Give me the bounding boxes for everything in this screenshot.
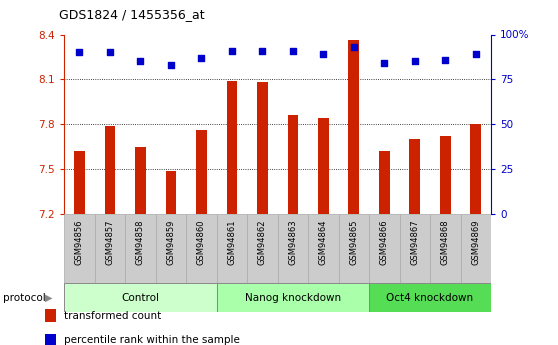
Bar [217, 283, 369, 312]
Bar [339, 214, 369, 283]
Text: transformed count: transformed count [64, 311, 161, 321]
Bar [45, 334, 56, 345]
Bar [257, 82, 268, 214]
Text: GSM94860: GSM94860 [197, 219, 206, 265]
Bar [135, 147, 146, 214]
Bar [156, 214, 186, 283]
Bar [64, 214, 95, 283]
Text: GSM94856: GSM94856 [75, 219, 84, 265]
Bar [460, 214, 491, 283]
Bar [369, 214, 400, 283]
Bar [64, 283, 217, 312]
Bar [369, 283, 491, 312]
Bar [247, 214, 277, 283]
Text: GSM94868: GSM94868 [441, 219, 450, 265]
Bar [440, 136, 451, 214]
Text: GSM94864: GSM94864 [319, 219, 328, 265]
Point [441, 57, 450, 62]
Point [380, 60, 389, 66]
Bar [470, 124, 481, 214]
Text: GSM94865: GSM94865 [349, 219, 358, 265]
Bar [186, 214, 217, 283]
Point [105, 50, 114, 55]
Text: GSM94857: GSM94857 [105, 219, 114, 265]
Bar [196, 130, 206, 214]
Text: percentile rank within the sample: percentile rank within the sample [64, 335, 239, 345]
Bar [349, 40, 359, 214]
Text: GSM94862: GSM94862 [258, 219, 267, 265]
Text: GSM94869: GSM94869 [472, 219, 480, 265]
Point [197, 55, 206, 61]
Text: GSM94866: GSM94866 [380, 219, 389, 265]
Text: GDS1824 / 1455356_at: GDS1824 / 1455356_at [59, 8, 204, 21]
Point [288, 48, 297, 53]
Bar [166, 170, 176, 214]
Bar [74, 151, 85, 214]
Text: Nanog knockdown: Nanog knockdown [245, 293, 341, 303]
Point [410, 59, 419, 64]
Bar [379, 151, 389, 214]
Bar [95, 214, 125, 283]
Bar [217, 214, 247, 283]
Point [166, 62, 175, 68]
Bar [287, 115, 298, 214]
Point [75, 50, 84, 55]
Bar [400, 214, 430, 283]
Bar [278, 214, 308, 283]
Point [349, 44, 358, 50]
Point [136, 59, 145, 64]
Text: Oct4 knockdown: Oct4 knockdown [387, 293, 474, 303]
Bar [308, 214, 339, 283]
Point [319, 51, 328, 57]
Text: GSM94863: GSM94863 [288, 219, 297, 265]
Text: ▶: ▶ [45, 293, 52, 303]
Bar [104, 126, 116, 214]
Bar [125, 214, 156, 283]
Point [258, 48, 267, 53]
Text: GSM94858: GSM94858 [136, 219, 145, 265]
Point [228, 48, 237, 53]
Bar [430, 214, 460, 283]
Text: GSM94859: GSM94859 [166, 219, 175, 265]
Text: Control: Control [122, 293, 160, 303]
Bar [318, 118, 329, 214]
Text: GSM94867: GSM94867 [410, 219, 419, 265]
Point [472, 51, 480, 57]
Bar [410, 139, 420, 214]
Text: GSM94861: GSM94861 [227, 219, 237, 265]
Text: protocol: protocol [3, 293, 46, 303]
Bar [45, 309, 56, 322]
Bar [227, 81, 237, 214]
